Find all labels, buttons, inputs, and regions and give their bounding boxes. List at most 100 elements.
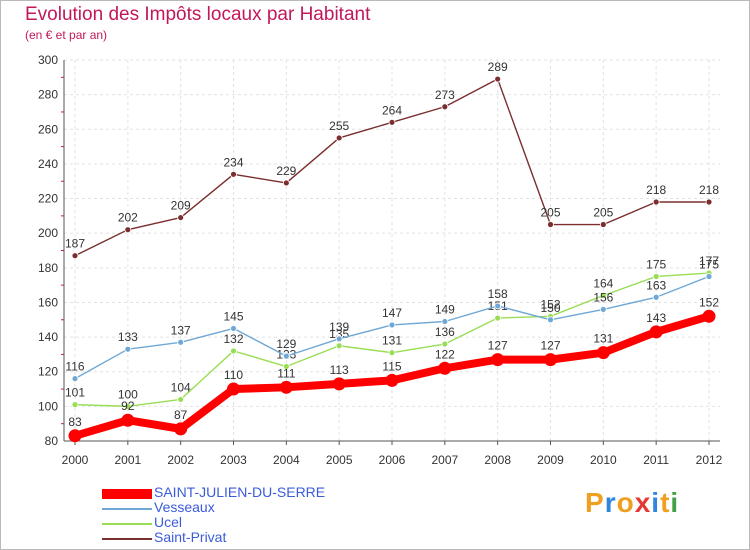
data-label-ucel: 100 [118,387,138,401]
data-label-saint-julien-du-serre: 115 [382,359,401,373]
data-label-vesseaux: 129 [276,337,296,351]
data-point-vesseaux [441,318,449,325]
y-tick-label: 240 [38,157,58,171]
x-tick-label: 2007 [431,453,458,467]
x-tick-label: 2005 [326,453,353,467]
data-point-saint-julien-du-serre [491,353,505,367]
data-label-vesseaux: 139 [329,320,349,334]
data-point-saint-julien-du-serre [279,380,293,394]
x-tick-label: 2002 [167,453,194,467]
data-point-saint-privat [124,226,132,234]
data-label-saint-julien-du-serre: 113 [330,363,349,377]
data-label-saint-privat: 202 [118,211,138,225]
legend-swatch-vesseaux [102,507,152,510]
data-label-ucel: 177 [699,254,719,268]
data-label-saint-julien-du-serre: 152 [699,295,719,309]
data-point-saint-privat [335,134,343,142]
data-point-ucel [282,363,290,370]
data-point-saint-privat [282,179,290,187]
data-label-saint-julien-du-serre: 127 [488,339,508,353]
logo-letter: r [604,487,617,518]
data-label-vesseaux: 175 [699,257,719,271]
data-point-saint-julien-du-serre [596,346,610,360]
data-point-saint-julien-du-serre [174,422,188,436]
x-tick-label: 2003 [220,453,247,467]
data-label-ucel: 164 [593,277,613,291]
x-tick-label: 2012 [696,453,723,467]
data-label-ucel: 175 [646,257,666,271]
x-tick-label: 2001 [114,453,141,467]
legend-label-ucel: Ucel [154,514,183,530]
data-point-saint-privat [441,103,449,111]
data-point-vesseaux [599,305,607,313]
chart-subtitle: (en € et par an) [25,28,108,42]
y-tick-label: 260 [38,122,58,136]
data-point-vesseaux [230,325,237,332]
logo-letter: o [616,487,635,518]
data-point-saint-privat [71,252,79,260]
data-point-vesseaux [547,316,554,324]
data-point-saint-privat [705,198,713,206]
legend-swatch-ucel [102,522,152,525]
data-point-saint-privat [547,221,554,228]
data-label-vesseaux: 149 [435,303,455,317]
logo-letter: P [585,487,605,518]
logo-letter: i [651,487,661,518]
data-point-saint-julien-du-serre [332,377,346,391]
data-point-vesseaux [494,302,502,310]
data-point-vesseaux [705,273,713,280]
data-point-vesseaux [652,293,660,301]
data-label-vesseaux: 156 [593,290,613,304]
data-label-vesseaux: 145 [223,309,243,323]
x-tick-label: 2006 [379,453,406,467]
data-point-vesseaux [282,352,290,360]
data-label-vesseaux: 163 [646,278,666,292]
data-point-saint-privat [599,221,607,228]
logo-letter: x [634,487,652,518]
data-label-saint-privat: 273 [435,88,455,102]
data-label-saint-privat: 255 [329,119,349,133]
data-label-ucel: 131 [382,334,402,348]
data-point-saint-julien-du-serre [438,361,452,375]
data-point-saint-privat [494,75,502,83]
x-tick-label: 2000 [62,453,89,467]
data-point-saint-julien-du-serre [121,413,135,427]
y-tick-label: 300 [38,53,58,67]
data-label-vesseaux: 116 [65,360,84,374]
y-tick-label: 280 [38,88,58,102]
data-point-saint-privat [177,214,185,221]
x-tick-label: 2009 [537,453,564,467]
data-point-ucel [599,292,607,299]
data-point-ucel [441,340,449,348]
data-point-ucel [71,401,79,409]
data-label-ucel: 132 [223,332,243,346]
data-label-vesseaux: 147 [382,306,402,320]
x-tick-label: 2008 [484,453,511,467]
data-point-vesseaux [71,375,79,383]
data-point-vesseaux [388,321,396,329]
legend-label-vesseaux: Vesseaux [154,499,215,515]
data-label-ucel: 101 [65,386,85,400]
logo-letter: i [670,487,680,518]
data-point-vesseaux [177,338,185,346]
data-point-ucel [388,349,396,357]
chart-title: Evolution des Impôts locaux par Habitant [25,4,371,25]
y-tick-label: 180 [38,261,58,275]
data-label-saint-privat: 209 [171,199,191,213]
data-point-ucel [177,396,185,403]
data-label-vesseaux: 137 [171,323,191,337]
y-tick-label: 220 [38,192,58,206]
data-label-saint-julien-du-serre: 127 [540,339,560,353]
y-tick-label: 140 [38,330,58,344]
data-label-vesseaux: 133 [118,330,138,344]
legend-label-saint-julien: SAINT-JULIEN-DU-SERRE [154,484,326,500]
data-point-vesseaux [124,345,132,353]
data-label-ucel: 136 [435,325,455,339]
data-label-saint-julien-du-serre: 92 [121,399,135,413]
data-point-saint-julien-du-serre [385,373,399,387]
legend-swatch-saint-julien [102,488,152,499]
proxiti-logo: Proxiti [585,487,679,519]
data-point-saint-julien-du-serre [544,353,557,367]
data-label-vesseaux: 158 [488,287,508,301]
